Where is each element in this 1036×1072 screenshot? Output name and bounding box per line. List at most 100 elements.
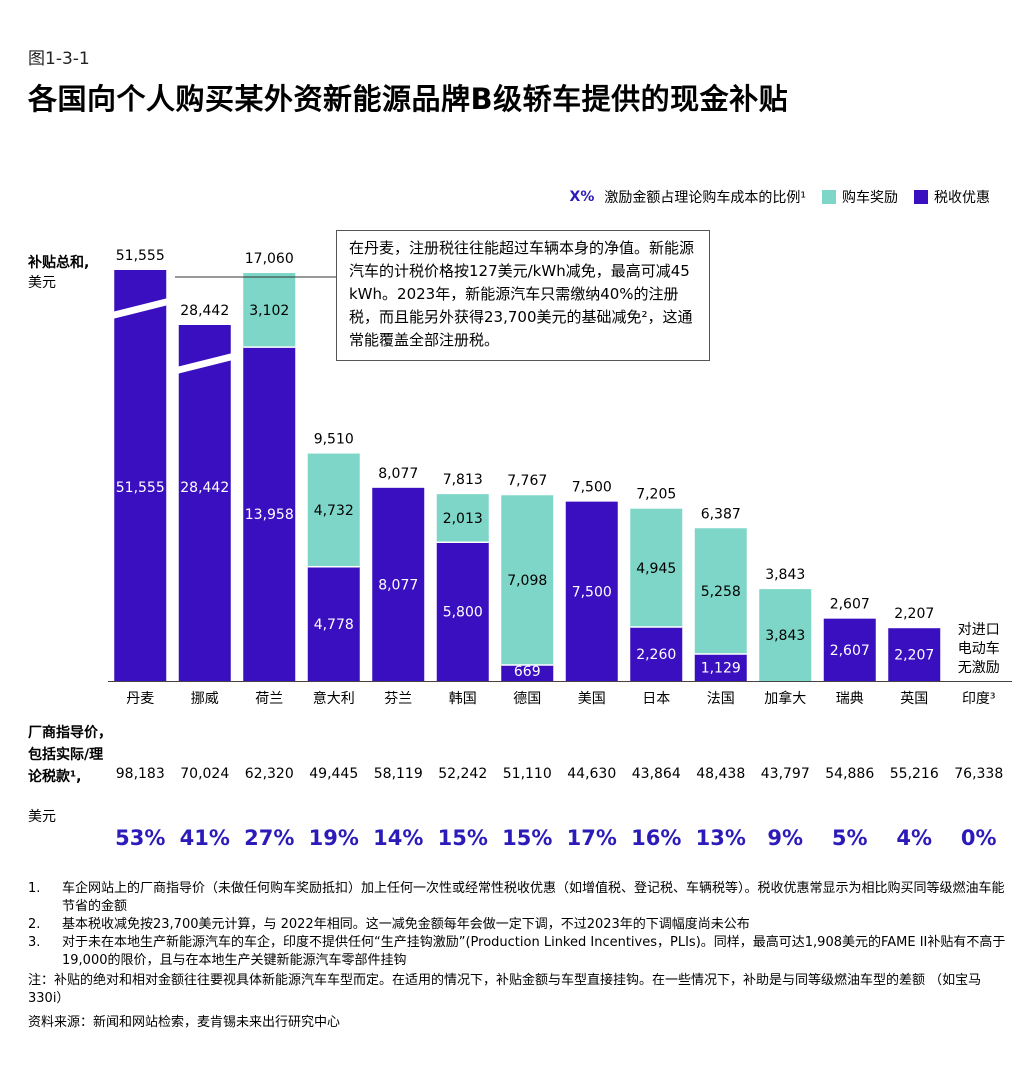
purchase-value-label: 2,013	[443, 511, 483, 527]
tax-bar	[114, 270, 167, 681]
percentage-value: 9%	[767, 826, 804, 850]
price-value: 70,024	[180, 766, 230, 782]
footnote-number: 1.	[28, 881, 41, 896]
price-value: 55,216	[889, 766, 939, 782]
percentage-value: 27%	[244, 826, 295, 850]
tax-value-label: 28,442	[180, 480, 229, 496]
category-label: 荷兰	[255, 691, 283, 707]
axis-break-gap	[108, 298, 173, 320]
category-label: 美国	[578, 691, 606, 707]
category-label: 瑞典	[836, 691, 864, 707]
total-value-label: 7,767	[507, 473, 547, 489]
y-axis-unit: 美元	[28, 275, 56, 291]
y-axis-label: 补贴总和, 美元	[28, 253, 89, 293]
tax-value-label: 51,555	[116, 480, 165, 496]
footnote-3: 3. 对于未在本地生产新能源汽车的车企，印度不提供任何“生产挂钩激励”(Prod…	[28, 934, 1008, 970]
price-value: 58,119	[373, 766, 423, 782]
tax-bar	[694, 653, 747, 681]
tax-bar	[307, 566, 360, 681]
total-value-label: 2,607	[830, 597, 870, 613]
tax-bar	[501, 665, 554, 681]
price-value: 43,797	[760, 766, 810, 782]
india-no-incentive-note: 对进口	[958, 622, 1000, 638]
total-value-label: 2,207	[894, 606, 934, 622]
percentage-value: 5%	[831, 826, 868, 850]
purchase-bar	[759, 589, 812, 681]
chart-title: 各国向个人购买某外资新能源品牌B级轿车提供的现金补贴	[28, 82, 789, 116]
purchase-value-label: 4,732	[314, 503, 354, 519]
tax-bar	[436, 542, 489, 681]
price-row-unit: 美元	[28, 809, 56, 825]
category-label: 法国	[707, 691, 735, 707]
notes: 1. 车企网站上的厂商指导价（未做任何购车奖励抵扣）加上任何一次性或经常性税收优…	[28, 880, 1008, 1032]
price-value: 48,438	[696, 766, 746, 782]
category-label: 加拿大	[764, 690, 806, 707]
price-value: 51,110	[502, 766, 552, 782]
purchase-bar	[243, 273, 296, 348]
total-value-label: 7,813	[443, 472, 483, 488]
legend-pct-marker: X%	[569, 189, 595, 205]
percentage-value: 0%	[960, 826, 997, 850]
percentage-value: 17%	[566, 826, 617, 850]
source-note: 资料来源：新闻和网站检索，麦肯锡未来出行研究中心	[28, 1015, 341, 1030]
footnote-number: 2.	[28, 917, 41, 932]
price-value: 43,864	[631, 766, 681, 782]
purchase-value-label: 5,258	[701, 584, 741, 600]
purchase-bar	[501, 495, 554, 666]
tax-bar	[565, 501, 618, 681]
category-label: 芬兰	[384, 691, 412, 707]
purchase-bar	[436, 494, 489, 543]
tax-bar	[888, 628, 941, 681]
purchase-value-label: 7,098	[507, 573, 547, 589]
legend-tax-label: 税收优惠	[934, 190, 990, 206]
category-label: 德国	[513, 691, 541, 707]
percentage-value: 19%	[308, 826, 359, 850]
footnote-number: 3.	[28, 935, 41, 950]
percentage-value: 15%	[437, 826, 488, 850]
tax-value-label: 2,607	[830, 643, 870, 659]
footnote-1: 1. 车企网站上的厂商指导价（未做任何购车奖励抵扣）加上任何一次性或经常性税收优…	[28, 880, 1008, 916]
category-label: 韩国	[449, 691, 477, 707]
percentage-value: 41%	[179, 826, 230, 850]
total-value-label: 51,555	[116, 248, 165, 264]
category-label: 日本	[642, 691, 670, 707]
footnote-text: 对于未在本地生产新能源汽车的车企，印度不提供任何“生产挂钩激励”(Product…	[62, 935, 1006, 968]
percentage-value: 14%	[373, 826, 424, 850]
axis-break-gap	[172, 353, 237, 375]
percentage-value: 16%	[631, 826, 682, 850]
footnote-text: 车企网站上的厂商指导价（未做任何购车奖励抵扣）加上任何一次性或经常性税收优惠（如…	[62, 881, 1005, 914]
category-label: 英国	[900, 690, 928, 707]
percentage-value: 4%	[896, 826, 933, 850]
legend-purchase-swatch	[822, 190, 836, 204]
legend-pct-label: 激励金额占理论购车成本的比例¹	[604, 190, 806, 206]
price-value: 54,886	[825, 766, 875, 782]
percentage-value: 13%	[695, 826, 746, 850]
purchase-bar	[630, 508, 683, 627]
denmark-callout: 在丹麦，注册税往往能超过车辆本身的净值。新能源汽车的计税价格按127美元/kWh…	[336, 230, 710, 361]
price-value: 98,183	[115, 766, 165, 782]
tax-bar	[823, 618, 876, 681]
footnote-text: 基本税收减免按23,700美元计算，与 2022年相同。这一减免金额每年会做一定…	[62, 917, 750, 932]
purchase-value-label: 3,843	[765, 628, 805, 644]
tax-bar	[178, 325, 231, 681]
total-value-label: 7,205	[636, 487, 676, 503]
footnote-2: 2. 基本税收减免按23,700美元计算，与 2022年相同。这一减免金额每年会…	[28, 916, 1008, 934]
legend: X% 激励金额占理论购车成本的比例¹ 购车奖励 税收优惠	[570, 187, 990, 207]
tax-value-label: 7,500	[572, 584, 612, 600]
category-label: 挪威	[191, 691, 219, 707]
purchase-value-label: 4,945	[636, 561, 676, 577]
total-value-label: 17,060	[245, 251, 294, 267]
axis-break-mark	[108, 297, 173, 315]
total-value-label: 9,510	[314, 432, 354, 448]
purchase-bar	[307, 453, 360, 567]
category-label: 丹麦	[126, 691, 154, 707]
y-axis-title: 补贴总和,	[28, 255, 90, 271]
tax-value-label: 4,778	[314, 617, 354, 633]
tax-value-label: 669	[514, 664, 541, 680]
purchase-bar	[694, 528, 747, 654]
percentage-value: 15%	[502, 826, 553, 850]
tax-value-label: 1,129	[701, 660, 741, 676]
tax-bar	[372, 487, 425, 681]
price-value: 49,445	[309, 766, 359, 782]
total-value-label: 6,387	[701, 506, 741, 522]
